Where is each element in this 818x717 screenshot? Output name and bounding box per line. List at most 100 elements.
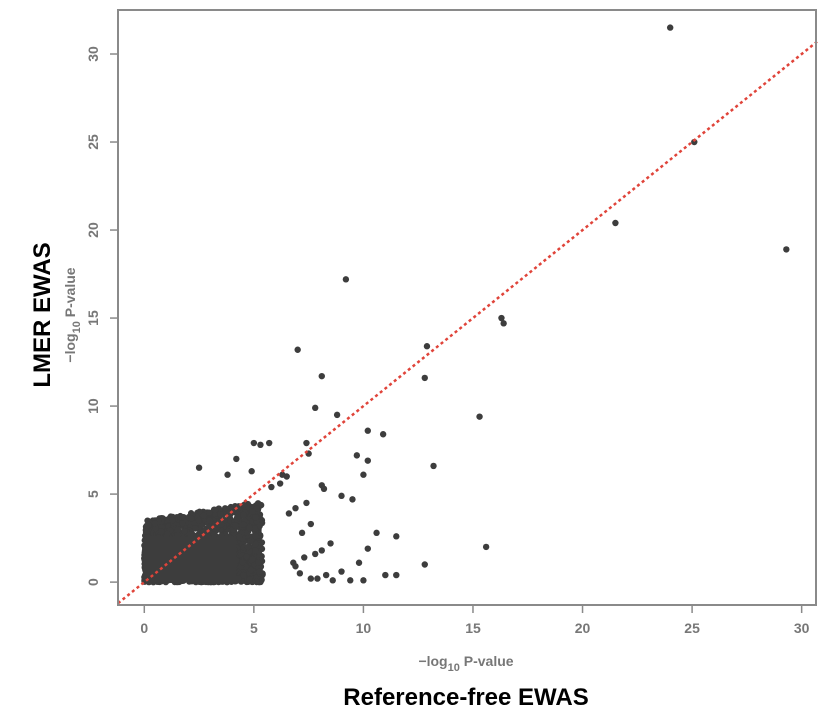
data-point	[292, 504, 299, 512]
data-point	[312, 404, 319, 412]
x-tick-label: 10	[356, 620, 372, 636]
data-point	[482, 543, 490, 551]
cluster-point	[226, 517, 233, 524]
cluster-point	[246, 576, 253, 584]
data-point	[233, 455, 240, 463]
data-point	[248, 468, 255, 475]
data-point	[783, 246, 790, 253]
cluster-point	[234, 575, 242, 582]
data-point	[303, 499, 310, 507]
data-point	[257, 441, 264, 449]
data-point	[301, 554, 308, 561]
cluster-point	[241, 501, 248, 508]
data-point	[430, 462, 437, 470]
data-point	[318, 372, 325, 380]
data-point	[276, 480, 284, 487]
cluster-point	[210, 531, 218, 538]
x-tick-label: 0	[140, 620, 148, 636]
data-point	[279, 471, 286, 478]
scatter-points	[195, 24, 790, 584]
data-point	[327, 540, 334, 547]
cluster-point	[256, 568, 263, 575]
y-tick-label: 5	[85, 490, 101, 498]
data-point	[294, 346, 301, 353]
data-point	[296, 570, 304, 577]
y-tick-label: 15	[85, 310, 101, 326]
cluster-point	[251, 525, 259, 532]
data-point	[364, 457, 371, 464]
data-point	[318, 547, 325, 554]
x-axis-sublabel: −log10 P-value	[418, 653, 513, 674]
data-point	[347, 577, 354, 584]
data-point	[382, 571, 389, 579]
data-point	[379, 431, 387, 438]
cluster-point	[211, 506, 219, 514]
data-point	[421, 374, 428, 382]
data-point	[373, 529, 380, 537]
cluster-point	[251, 547, 259, 554]
y-tick-label: 10	[85, 398, 101, 414]
cluster-point	[200, 512, 208, 519]
cluster-point	[240, 572, 247, 579]
data-point	[355, 559, 363, 566]
cluster-point	[252, 540, 260, 548]
cluster-point	[217, 511, 224, 518]
cluster-point	[249, 508, 256, 515]
data-point	[195, 464, 203, 471]
cluster-point	[152, 524, 159, 532]
cluster-point	[239, 559, 246, 566]
cluster-point	[206, 517, 214, 524]
cluster-point	[180, 514, 187, 521]
y-axis-sublabel: −log10 P-value	[62, 267, 83, 362]
data-point	[312, 550, 319, 558]
data-point	[666, 24, 674, 31]
data-point	[314, 575, 321, 582]
data-point	[338, 568, 345, 575]
x-axis-title: Reference-free EWAS	[343, 684, 588, 711]
plot-frame	[117, 9, 817, 606]
cluster-point	[247, 566, 255, 574]
cluster-point	[243, 553, 250, 560]
y-tick-label: 25	[85, 134, 101, 150]
data-point	[307, 520, 315, 528]
data-point	[393, 533, 400, 540]
x-tick-label: 20	[575, 620, 591, 636]
data-point	[423, 343, 431, 350]
data-point	[364, 545, 371, 552]
cluster-point	[249, 555, 256, 563]
cluster-point	[188, 515, 195, 522]
cluster-point	[246, 524, 253, 532]
cluster-point	[179, 520, 186, 527]
data-point	[303, 439, 310, 447]
data-point	[322, 571, 330, 579]
cluster-point	[206, 524, 213, 531]
data-point	[292, 563, 299, 570]
cluster-point	[169, 517, 176, 524]
data-point	[224, 471, 231, 478]
data-point	[333, 411, 341, 419]
data-point	[476, 413, 483, 420]
cluster-core	[143, 536, 237, 583]
cluster-point	[239, 521, 247, 529]
cluster-point	[240, 511, 247, 519]
x-tick-label: 15	[465, 620, 481, 636]
cluster-point	[192, 525, 199, 532]
data-point	[307, 575, 315, 582]
data-point	[329, 577, 336, 584]
data-point	[342, 276, 350, 283]
data-point	[500, 320, 507, 327]
x-tick-label: 5	[250, 620, 258, 636]
cluster-point	[174, 526, 182, 533]
cluster-point	[218, 521, 225, 528]
cluster-point	[244, 543, 252, 551]
y-tick-label: 0	[85, 578, 101, 586]
data-point	[498, 314, 505, 322]
cluster-point	[158, 528, 165, 535]
data-point	[360, 471, 367, 478]
y-axis-title: LMER EWAS	[29, 242, 56, 387]
data-point	[393, 571, 400, 579]
cluster-point	[255, 559, 262, 566]
data-point	[320, 485, 328, 493]
axis-ticks: 0 5 10 15 20 25 30 0 5 10 15 20 25 30	[85, 46, 810, 636]
data-point	[268, 483, 275, 491]
